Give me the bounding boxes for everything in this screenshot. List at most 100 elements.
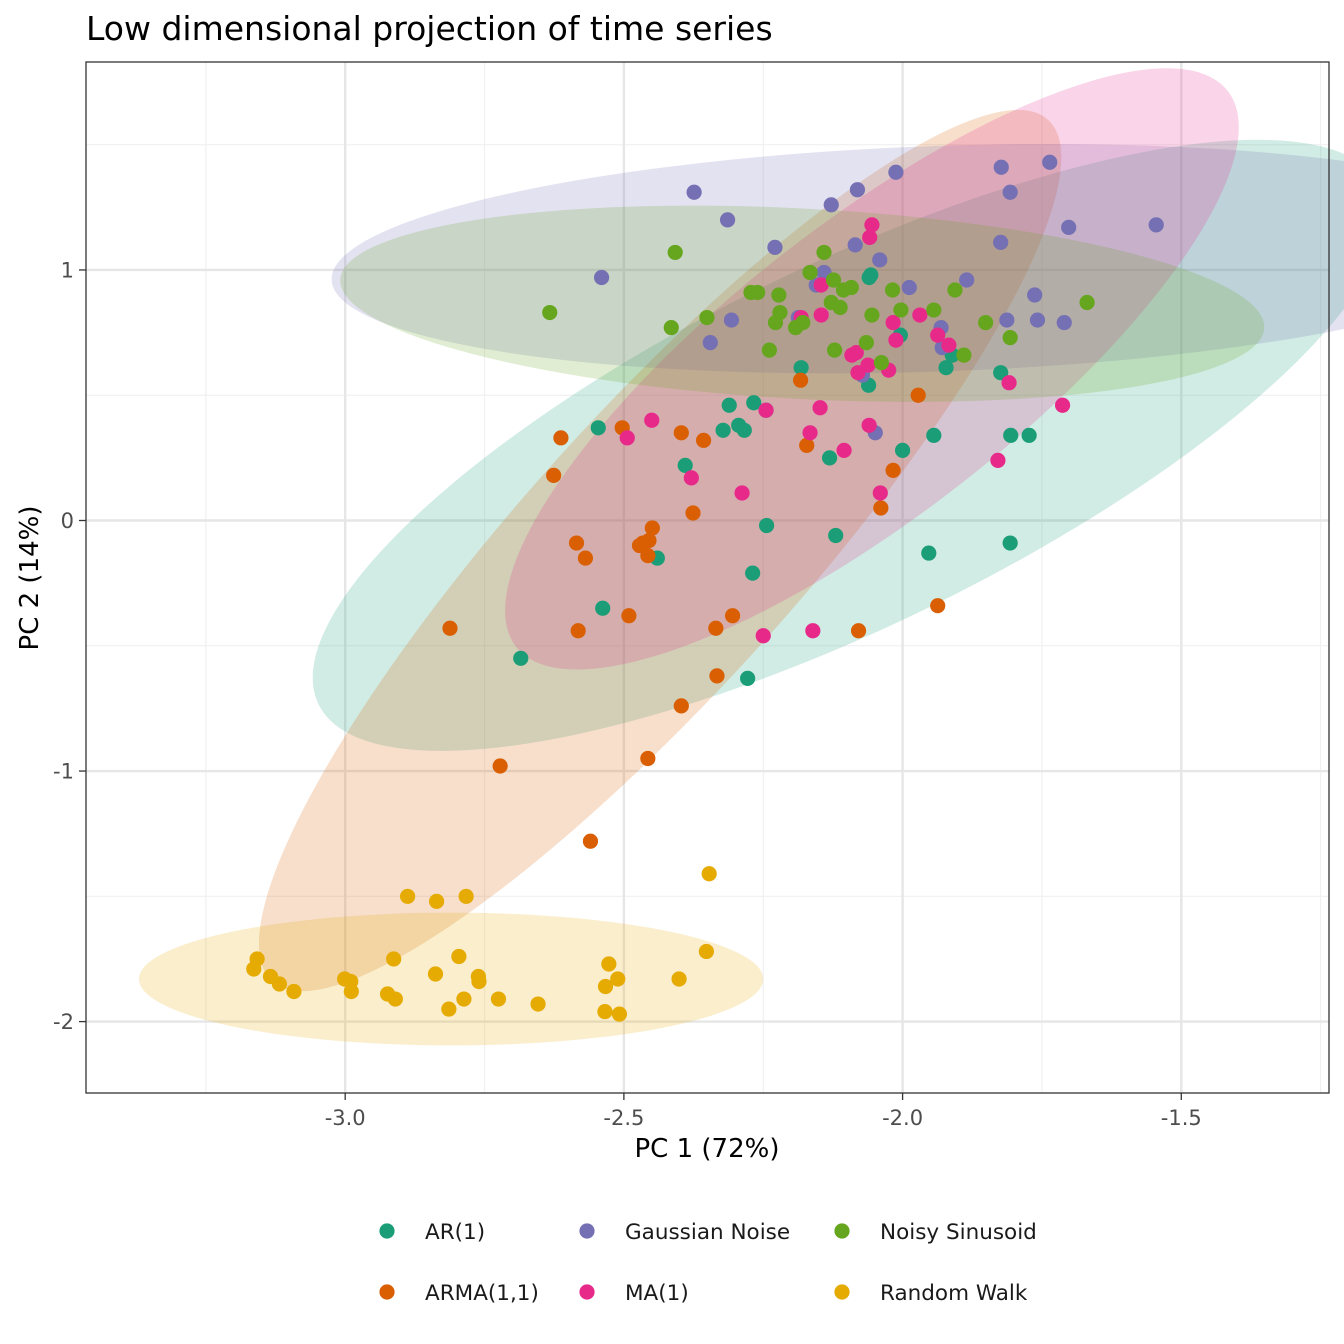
point-gaussian-noise xyxy=(993,159,1009,175)
point-ar-1 xyxy=(938,360,954,376)
point-ar-1 xyxy=(863,267,879,283)
point-ma-1 xyxy=(813,277,829,293)
legend-label: Gaussian Noise xyxy=(625,1220,790,1245)
point-ma-1 xyxy=(1001,375,1017,391)
point-arma-1-1 xyxy=(570,623,586,639)
point-noisy-sinusoid xyxy=(663,319,679,336)
point-noisy-sinusoid xyxy=(947,282,963,298)
point-random-walk xyxy=(530,996,546,1012)
point-arma-1-1 xyxy=(673,698,689,714)
point-ma-1 xyxy=(1054,397,1071,413)
point-ar-1 xyxy=(926,427,942,443)
point-ma-1 xyxy=(836,442,852,458)
point-gaussian-noise xyxy=(849,182,866,198)
point-noisy-sinusoid xyxy=(787,319,804,336)
point-noisy-sinusoid xyxy=(767,314,784,331)
point-ma-1 xyxy=(850,365,866,381)
point-noisy-sinusoid xyxy=(956,347,972,363)
point-random-walk xyxy=(671,971,687,987)
point-ma-1 xyxy=(941,337,957,353)
data-points xyxy=(246,154,1164,1022)
point-ar-1 xyxy=(1002,535,1018,551)
point-ar-1 xyxy=(993,365,1009,381)
point-ma-1 xyxy=(872,485,888,501)
point-random-walk xyxy=(429,893,445,909)
point-arma-1-1 xyxy=(685,505,701,521)
point-noisy-sinusoid xyxy=(873,355,890,371)
point-arma-1-1 xyxy=(553,430,569,446)
point-ar-1 xyxy=(677,457,693,473)
legend-label: AR(1) xyxy=(425,1220,485,1245)
point-random-walk xyxy=(441,1001,457,1017)
point-ar-1 xyxy=(921,545,937,561)
point-noisy-sinusoid xyxy=(893,302,909,318)
point-gaussian-noise xyxy=(1002,184,1018,200)
point-ma-1 xyxy=(861,417,877,433)
point-ma-1 xyxy=(619,430,635,446)
point-arma-1-1 xyxy=(885,462,901,478)
point-random-walk xyxy=(451,948,467,965)
point-random-walk xyxy=(601,956,617,972)
point-ar-1 xyxy=(793,360,809,376)
point-gaussian-noise xyxy=(702,335,718,351)
legend-item-gaussian-noise: Gaussian Noise xyxy=(579,1220,790,1245)
point-gaussian-noise xyxy=(1042,154,1058,170)
point-ma-1 xyxy=(813,307,829,323)
point-ma-1 xyxy=(862,229,878,245)
point-arma-1-1 xyxy=(640,547,656,564)
panel-border xyxy=(85,61,1330,1094)
ellipse-gaussian-noise xyxy=(331,144,1344,374)
x-tick-label: -2.5 xyxy=(603,1106,644,1130)
y-tick-label: 0 xyxy=(61,509,74,533)
plot-panel xyxy=(85,61,1344,1094)
point-arma-1-1 xyxy=(673,425,689,441)
point-arma-1-1 xyxy=(546,467,562,484)
point-ma-1 xyxy=(912,307,928,323)
point-gaussian-noise xyxy=(999,312,1015,328)
y-tick-label: -1 xyxy=(53,760,74,784)
point-arma-1-1 xyxy=(799,437,815,453)
point-noisy-sinusoid xyxy=(832,299,848,316)
point-arma-1-1 xyxy=(582,833,599,849)
point-random-walk xyxy=(456,991,472,1007)
point-ma-1 xyxy=(864,217,880,233)
point-ma-1 xyxy=(758,402,774,418)
point-gaussian-noise xyxy=(1027,287,1043,303)
point-ar-1 xyxy=(595,600,611,616)
legend-item-ar-1: AR(1) xyxy=(379,1220,485,1245)
legend: AR(1) ARMA(1,1) Gaussian Noise MA(1) Noisy S… xyxy=(379,1220,1037,1306)
legend-label: Random Walk xyxy=(880,1281,1028,1306)
point-random-walk xyxy=(271,976,288,992)
legend-label: Noisy Sinusoid xyxy=(880,1220,1037,1245)
point-random-walk xyxy=(701,866,717,882)
point-noisy-sinusoid xyxy=(884,282,901,298)
point-ma-1 xyxy=(734,485,750,501)
point-ar-1 xyxy=(736,422,752,438)
point-ar-1 xyxy=(1021,427,1037,443)
chart-title: Low dimensional projection of time serie… xyxy=(86,9,773,48)
point-ma-1 xyxy=(805,623,821,639)
point-ma-1 xyxy=(885,314,901,331)
point-random-walk xyxy=(458,888,474,904)
point-gaussian-noise xyxy=(823,197,839,213)
point-noisy-sinusoid xyxy=(864,307,880,323)
x-tick-label: -1.5 xyxy=(1161,1106,1202,1130)
point-arma-1-1 xyxy=(873,500,889,516)
point-random-walk xyxy=(343,983,359,1000)
legend-label: MA(1) xyxy=(625,1281,689,1306)
gridlines xyxy=(86,62,1329,1093)
point-ma-1 xyxy=(844,347,860,363)
point-arma-1-1 xyxy=(930,598,946,614)
point-gaussian-noise xyxy=(1056,314,1072,331)
point-random-walk xyxy=(597,1003,613,1020)
point-noisy-sinusoid xyxy=(750,284,766,301)
point-arma-1-1 xyxy=(724,608,741,624)
point-ar-1 xyxy=(590,420,606,436)
point-noisy-sinusoid xyxy=(816,244,832,261)
point-arma-1-1 xyxy=(792,372,809,388)
point-arma-1-1 xyxy=(640,750,656,767)
point-gaussian-noise xyxy=(1061,219,1077,235)
point-ar-1 xyxy=(1003,427,1019,443)
point-gaussian-noise xyxy=(847,237,863,253)
